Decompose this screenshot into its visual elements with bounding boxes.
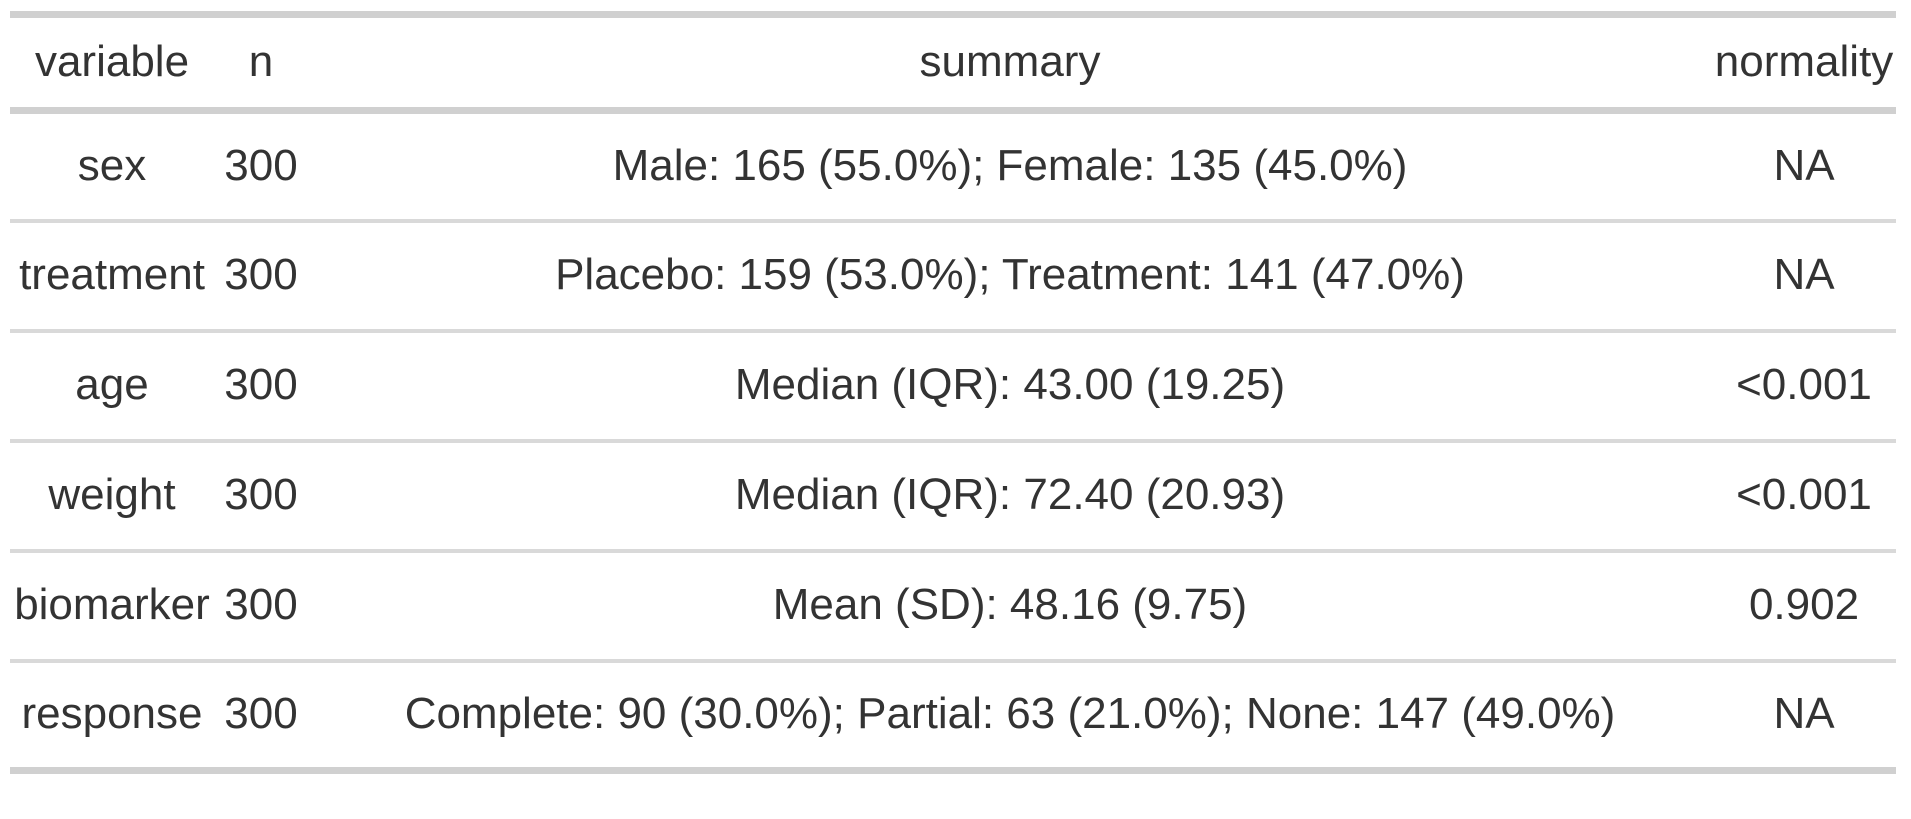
cell-n: 300 (214, 438, 308, 551)
cell-variable: sex (77, 140, 147, 190)
cell-variable: response (10, 658, 214, 774)
header-row: variable n summary normality (10, 11, 1896, 114)
table-row-sex: sex 300 Male: 165 (55.0%); Female: 135 (… (10, 111, 1896, 221)
cell-variable: age (10, 328, 214, 441)
cell-summary: Mean (SD): 48.16 (9.75) (308, 548, 1712, 661)
table-row-biomarker: biomarker 300 Mean (SD): 48.16 (9.75) 0.… (10, 548, 1896, 661)
cell-variable: weight (10, 438, 214, 551)
cell-n: 300 (224, 140, 298, 190)
column-header-variable: variable (10, 11, 214, 114)
cell-summary: Median (IQR): 72.40 (20.93) (308, 438, 1712, 551)
cell-normality: 0.902 (1712, 548, 1896, 661)
table-row-weight: weight 300 Median (IQR): 72.40 (20.93) <… (10, 438, 1896, 551)
table-row-age: age 300 Median (IQR): 43.00 (19.25) <0.0… (10, 328, 1896, 441)
cell-normality: NA (1773, 140, 1835, 190)
cell-summary: Complete: 90 (30.0%); Partial: 63 (21.0%… (308, 658, 1712, 774)
cell-n: 300 (214, 548, 308, 661)
cell-normality: <0.001 (1712, 438, 1896, 551)
cell-variable: treatment (10, 218, 214, 331)
cell-n: 300 (214, 328, 308, 441)
table-row-response: response 300 Complete: 90 (30.0%); Parti… (10, 658, 1896, 774)
cell-normality: NA (1712, 218, 1896, 331)
table-header: variable n summary normality (10, 11, 1896, 114)
cell-normality: NA (1712, 658, 1896, 774)
cell-normality: <0.001 (1712, 328, 1896, 441)
column-header-summary: summary (308, 11, 1712, 114)
cell-n: 300 (214, 658, 308, 774)
table-row-treatment: treatment 300 Placebo: 159 (53.0%); Trea… (10, 218, 1896, 331)
cell-summary: Male: 165 (55.0%); Female: 135 (45.0%) (612, 140, 1408, 190)
table-body: sex 300 Male: 165 (55.0%); Female: 135 (… (10, 111, 1896, 774)
cell-variable: biomarker (10, 548, 214, 661)
summary-table: variable n summary normality sex 300 Mal… (10, 11, 1896, 774)
cell-summary: Placebo: 159 (53.0%); Treatment: 141 (47… (308, 218, 1712, 331)
column-header-normality: normality (1712, 11, 1896, 114)
column-header-n: n (214, 11, 308, 114)
cell-n: 300 (214, 218, 308, 331)
cell-summary: Median (IQR): 43.00 (19.25) (308, 328, 1712, 441)
